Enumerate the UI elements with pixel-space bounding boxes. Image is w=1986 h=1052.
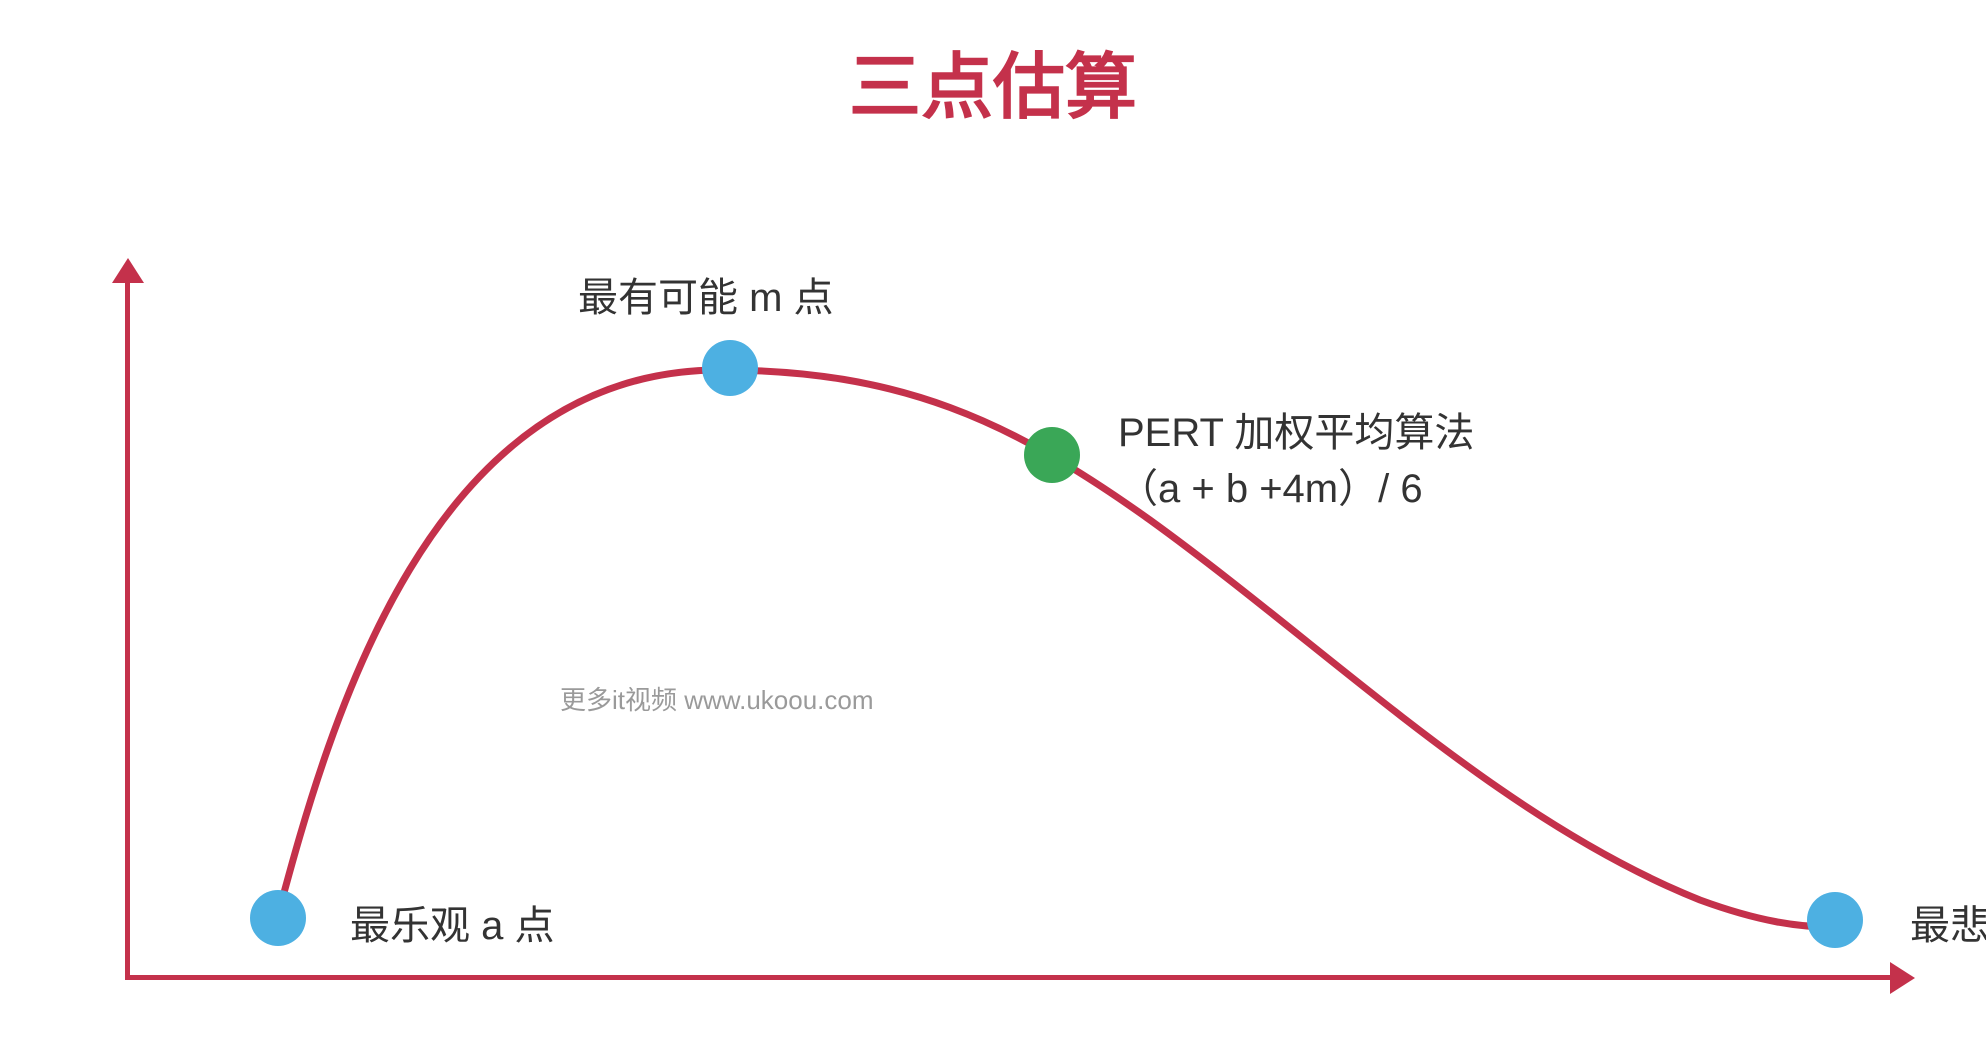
label-pessimistic-b: 最悲观 b 点 (1910, 898, 1986, 954)
label-most-likely-m: 最有可能 m 点 (578, 270, 834, 326)
x-axis (125, 975, 1890, 980)
y-axis-arrow (112, 258, 144, 283)
watermark-text: 更多it视频 www.ukoou.com (560, 680, 874, 717)
point-pert-weighted (1024, 427, 1080, 483)
label-pert-line1: PERT 加权平均算法 (1118, 405, 1474, 461)
chart-container: 最乐观 a 点 最有可能 m 点 PERT 加权平均算法 （a + b +4m）… (0, 0, 1986, 1052)
x-axis-arrow (1890, 962, 1915, 994)
y-axis (125, 280, 130, 975)
point-pessimistic-b (1807, 892, 1863, 948)
label-optimistic-a: 最乐观 a 点 (350, 898, 554, 954)
label-pert-line2: （a + b +4m）/ 6 (1118, 461, 1474, 517)
label-pert-weighted: PERT 加权平均算法 （a + b +4m）/ 6 (1118, 405, 1474, 517)
point-most-likely-m (702, 340, 758, 396)
point-optimistic-a (250, 890, 306, 946)
distribution-curve (0, 0, 1986, 1052)
